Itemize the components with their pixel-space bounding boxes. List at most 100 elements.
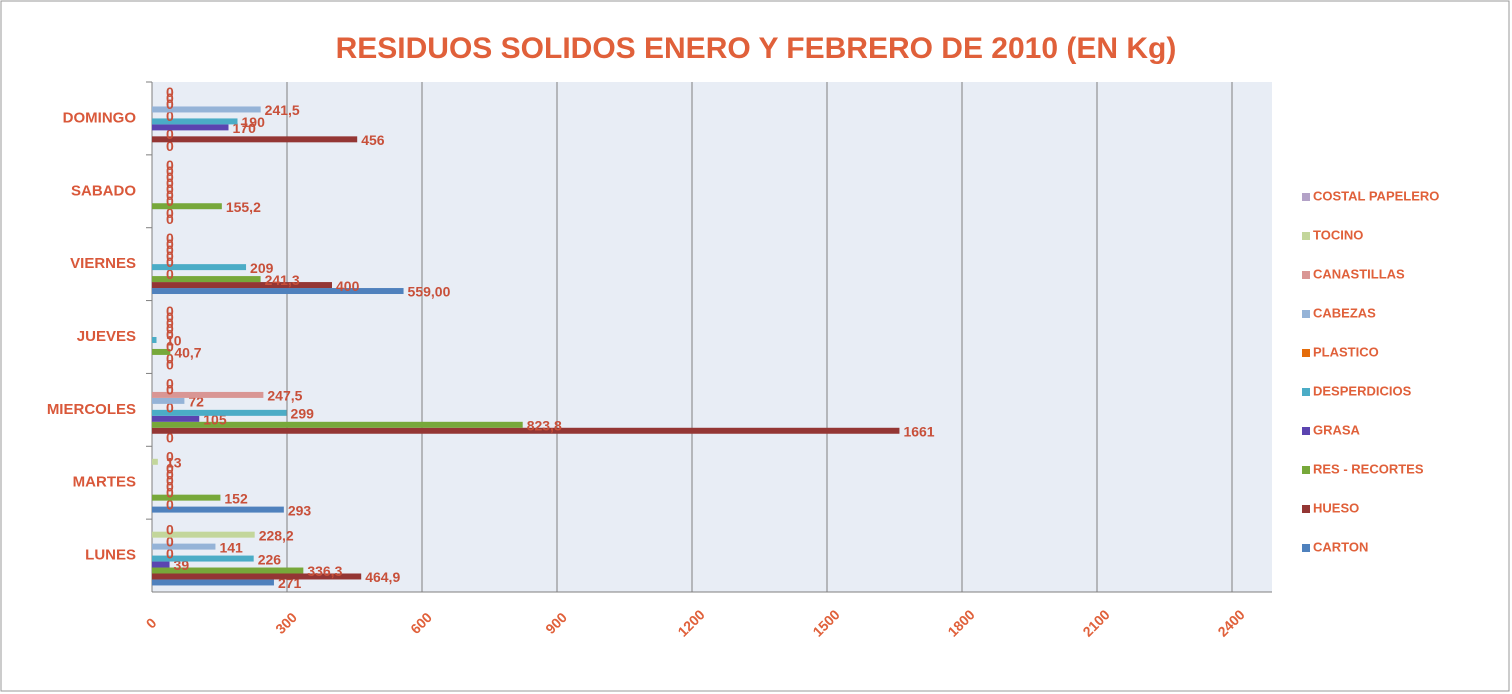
data-label: 0 bbox=[166, 533, 174, 549]
y-tick-label: LUNES bbox=[85, 547, 136, 564]
data-label: 0 bbox=[166, 472, 174, 488]
legend-label: CANASTILLAS bbox=[1313, 266, 1405, 281]
bar bbox=[152, 136, 358, 143]
bar bbox=[152, 124, 229, 131]
bar bbox=[152, 561, 170, 568]
data-label: 0 bbox=[166, 126, 174, 142]
data-label: 0 bbox=[166, 309, 174, 325]
data-label: 0 bbox=[166, 169, 174, 185]
bar bbox=[152, 409, 287, 416]
legend-label: CARTON bbox=[1313, 539, 1368, 554]
legend-swatch bbox=[1302, 271, 1310, 279]
data-label: 10 bbox=[166, 333, 182, 349]
y-tick-label: VIERNES bbox=[70, 255, 136, 272]
data-label: 0 bbox=[166, 181, 174, 197]
data-label: 0 bbox=[166, 157, 174, 173]
data-label: 0 bbox=[166, 266, 174, 282]
data-label: 293 bbox=[288, 502, 312, 518]
data-label: 0 bbox=[166, 108, 174, 124]
data-label: 0 bbox=[166, 90, 174, 106]
legend-swatch bbox=[1302, 427, 1310, 435]
y-tick-label: DOMINGO bbox=[63, 109, 137, 126]
bar bbox=[152, 264, 247, 271]
data-label: 228,2 bbox=[259, 527, 294, 543]
legend-label: TOCINO bbox=[1313, 227, 1363, 242]
data-label: 40,7 bbox=[174, 345, 201, 361]
y-tick-label: SABADO bbox=[71, 182, 136, 199]
data-label: 456 bbox=[361, 132, 385, 148]
data-label: 0 bbox=[166, 484, 174, 500]
data-label: 0 bbox=[166, 429, 174, 445]
data-label: 152 bbox=[224, 490, 248, 506]
data-label: 0 bbox=[166, 236, 174, 252]
data-label: 0 bbox=[166, 187, 174, 203]
chart-title: RESIDUOS SOLIDOS ENERO Y FEBRERO DE 2010… bbox=[336, 32, 1177, 65]
data-label: 0 bbox=[166, 254, 174, 270]
data-label: 0 bbox=[166, 382, 174, 398]
bar bbox=[152, 348, 171, 355]
data-label: 559,00 bbox=[408, 284, 451, 300]
y-tick-label: JUEVES bbox=[77, 328, 136, 345]
data-label: 0 bbox=[166, 545, 174, 561]
data-label: 190 bbox=[242, 114, 266, 130]
bar bbox=[152, 106, 261, 113]
data-label: 0 bbox=[166, 248, 174, 264]
legend-label: CABEZAS bbox=[1313, 305, 1376, 320]
data-label: 823,8 bbox=[527, 417, 562, 433]
legend-label: DESPERDICIOS bbox=[1313, 383, 1412, 398]
bar bbox=[152, 458, 158, 465]
data-label: 0 bbox=[166, 138, 174, 154]
data-label: 247,5 bbox=[267, 388, 302, 404]
data-label: 0 bbox=[166, 376, 174, 392]
bar bbox=[152, 391, 264, 398]
legend-label: COSTAL PAPELERO bbox=[1313, 188, 1439, 203]
bar bbox=[152, 543, 216, 550]
bar bbox=[152, 282, 332, 289]
data-label: 0 bbox=[166, 96, 174, 112]
y-tick-label: MARTES bbox=[73, 474, 136, 491]
data-label: 0 bbox=[166, 205, 174, 221]
data-label: 336,3 bbox=[307, 563, 342, 579]
data-label: 0 bbox=[166, 478, 174, 494]
legend-swatch bbox=[1302, 388, 1310, 396]
bar bbox=[152, 397, 185, 404]
data-label: 155,2 bbox=[226, 199, 261, 215]
legend-label: RES - RECORTES bbox=[1313, 461, 1424, 476]
data-label: 241,5 bbox=[265, 102, 300, 118]
y-tick-label: MIERCOLES bbox=[47, 401, 136, 418]
data-label: 0 bbox=[166, 449, 174, 465]
data-label: 0 bbox=[166, 163, 174, 179]
legend-swatch bbox=[1302, 544, 1310, 552]
data-label: 0 bbox=[166, 303, 174, 319]
data-label: 1661 bbox=[903, 423, 934, 439]
bar bbox=[152, 494, 221, 501]
data-label: 0 bbox=[166, 327, 174, 343]
bar bbox=[152, 415, 200, 422]
legend-label: PLASTICO bbox=[1313, 344, 1379, 359]
bar bbox=[152, 427, 900, 434]
legend-swatch bbox=[1302, 505, 1310, 513]
data-label: 209 bbox=[250, 260, 274, 276]
data-label: 0 bbox=[166, 496, 174, 512]
data-label: 0 bbox=[166, 460, 174, 476]
bar bbox=[152, 506, 284, 513]
bar bbox=[152, 203, 222, 210]
legend-label: GRASA bbox=[1313, 422, 1361, 437]
bar bbox=[152, 337, 157, 343]
legend-swatch bbox=[1302, 310, 1310, 318]
legend-swatch bbox=[1302, 232, 1310, 240]
plot-area bbox=[152, 82, 1272, 592]
bar bbox=[152, 567, 304, 574]
data-label: 0 bbox=[166, 84, 174, 100]
data-label: 0 bbox=[166, 357, 174, 373]
data-label: 0 bbox=[166, 351, 174, 367]
data-label: 170 bbox=[233, 120, 257, 136]
data-label: 13 bbox=[166, 455, 182, 471]
data-label: 0 bbox=[166, 321, 174, 337]
data-label: 464,9 bbox=[365, 569, 400, 585]
data-label: 0 bbox=[166, 230, 174, 246]
bar bbox=[152, 579, 274, 586]
data-label: 0 bbox=[166, 175, 174, 191]
data-label: 0 bbox=[166, 211, 174, 227]
